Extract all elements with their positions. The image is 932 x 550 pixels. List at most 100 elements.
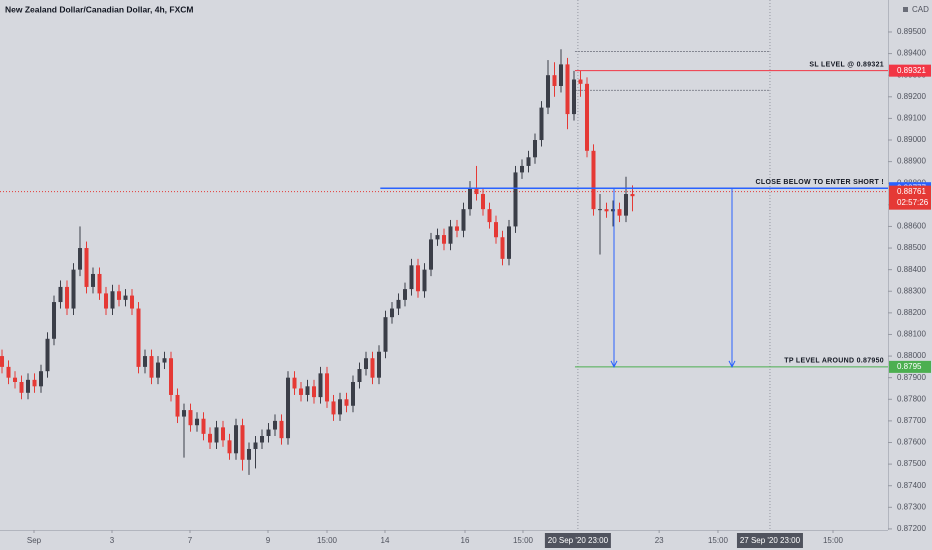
y-tick-label: 0.89400 [897, 49, 926, 58]
candle-body [591, 150, 596, 210]
y-tick-label: 0.87400 [897, 481, 926, 490]
y-tick-label: 0.87700 [897, 416, 926, 425]
last-price-label: 0.88761 [897, 187, 926, 196]
x-tick-label: 16 [461, 536, 470, 545]
y-tick-label: 0.88900 [897, 157, 926, 166]
candle-body [552, 75, 557, 86]
candle-body [208, 433, 213, 443]
candle-body [565, 64, 570, 115]
candle-body [403, 289, 408, 300]
chart-title: New Zealand Dollar/Canadian Dollar, 4h, … [5, 4, 193, 14]
candle-body [110, 291, 115, 309]
candle-body [584, 83, 589, 151]
candle-body [571, 79, 576, 115]
candle-body [117, 291, 122, 300]
candle-body [279, 420, 284, 439]
candle-body [506, 226, 511, 259]
level-price-tag [889, 360, 931, 373]
x-tick-label: 15:00 [823, 536, 844, 545]
candle-body [253, 442, 258, 449]
level-annotation: TP LEVEL AROUND 0.87950 [784, 358, 884, 365]
candle-body [175, 394, 180, 417]
y-tick-label: 0.88500 [897, 243, 926, 252]
candle-body [169, 358, 174, 395]
candle-body [435, 235, 440, 240]
candle-body [136, 308, 141, 367]
x-tick-label: 9 [266, 536, 271, 545]
y-tick-label: 0.88600 [897, 222, 926, 231]
level-price-tag [889, 64, 931, 77]
candle-body [422, 269, 427, 292]
candle-body [558, 64, 563, 86]
candle-body [292, 377, 297, 389]
candle-body [377, 351, 382, 378]
y-tick-label: 0.88400 [897, 265, 926, 274]
candle-body [13, 377, 18, 382]
candle-body [493, 222, 498, 238]
candle-body [182, 410, 187, 417]
y-tick-label: 0.87900 [897, 373, 926, 382]
x-tick-label: 15:00 [317, 536, 338, 545]
candle-body [448, 226, 453, 244]
y-tick-label: 0.89200 [897, 92, 926, 101]
candle-body [597, 209, 602, 211]
y-tick-label: 0.89100 [897, 114, 926, 123]
y-tick-label: 0.87800 [897, 394, 926, 403]
candle-body [338, 399, 343, 415]
candle-body [221, 427, 226, 441]
y-tick-label: 0.88000 [897, 351, 926, 360]
level-annotation: SL LEVEL @ 0.89321 [809, 61, 884, 68]
last-price-tag [889, 185, 931, 210]
level-price-label: 0.8795 [897, 362, 922, 371]
candle-body [149, 356, 154, 378]
level-annotation: CLOSE BELOW TO ENTER SHORT ! [756, 179, 884, 186]
x-cursor-box [736, 533, 803, 548]
candle-body [6, 366, 11, 378]
candle-body [104, 293, 109, 309]
candle-body [519, 165, 524, 173]
x-tick-label: 20 Sep '20 23:00 [548, 536, 609, 545]
level-price-label: 0.89321 [897, 66, 926, 75]
candle-body [32, 379, 37, 387]
candle-body [58, 286, 63, 303]
y-tick-label: 0.87300 [897, 502, 926, 511]
y-tick-label: 0.87200 [897, 524, 926, 533]
candle-body [201, 418, 206, 434]
candle-body [123, 295, 128, 300]
candle-body [156, 362, 161, 378]
candle-body [467, 187, 472, 210]
candle-body [130, 295, 135, 309]
candle-body [604, 209, 609, 212]
candle-body [539, 107, 544, 141]
countdown-label: 02:57:26 [897, 198, 929, 207]
candle-body [195, 418, 200, 426]
candle-body [396, 299, 401, 309]
candle-body [461, 209, 466, 231]
candle-body [442, 235, 446, 244]
candle-body [545, 75, 550, 108]
y-tick-label: 0.87600 [897, 438, 926, 447]
y-tick-label: 0.89000 [897, 135, 926, 144]
candle-body [610, 209, 615, 212]
candle-body [526, 157, 531, 166]
arrow-head [610, 360, 618, 368]
candle-body [227, 440, 232, 454]
candle-body [162, 358, 167, 363]
candle-body [39, 371, 44, 387]
candle-body [429, 239, 434, 270]
candle-body [318, 373, 323, 398]
candle-body [247, 448, 252, 460]
candle-body [234, 425, 239, 454]
arrow-head [728, 360, 736, 368]
candle-body [487, 209, 492, 223]
candle-body [416, 265, 421, 292]
candle-body [299, 388, 304, 395]
x-tick-label: 15:00 [708, 536, 729, 545]
candle-body [45, 338, 50, 372]
candle-body [390, 308, 395, 318]
candle-body [266, 429, 271, 437]
candle-body [351, 381, 356, 406]
candle-body [240, 425, 245, 460]
